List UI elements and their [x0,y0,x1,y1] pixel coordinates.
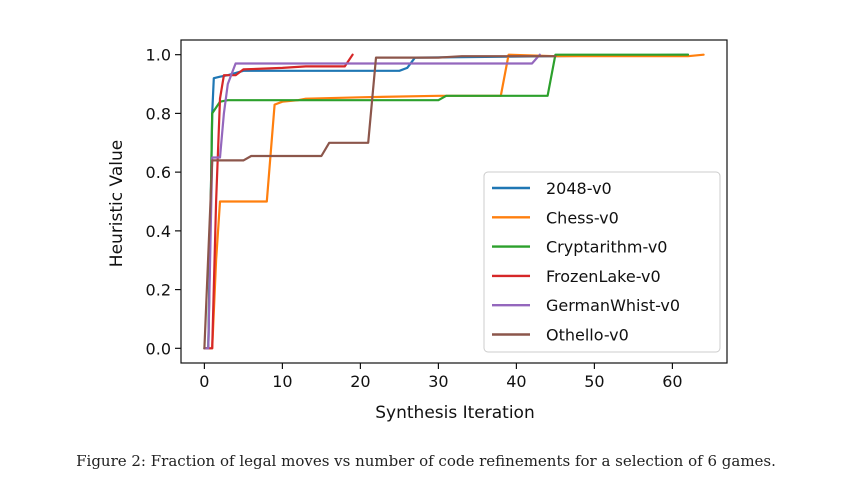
axes-layer: 0 10 20 30 40 50 60 0.0 0.2 0.4 0.6 0.8 1.0 Synthesis… [107,39,728,423]
y-tick-label: 0.2 [146,281,171,300]
x-tick-label: 50 [584,372,604,391]
x-tick-label: 30 [428,372,448,391]
x-tick-label: 40 [506,372,526,391]
x-tick-label: 60 [662,372,682,391]
legend-label-chess-v0: Chess-v0 [546,208,619,227]
y-tick-label: 0.4 [146,222,171,241]
plot-layer [203,53,705,350]
axes-frame [180,39,728,364]
y-tick-label: 0.8 [146,104,171,123]
series-line-germanwhist-v0 [203,53,541,350]
series-line-frozenlake-v0 [203,53,354,350]
y-tick-label: 0.6 [146,163,171,182]
x-tick-label: 20 [350,372,370,391]
legend-label-othello-v0: Othello-v0 [546,326,629,345]
y-tick-label: 0.0 [146,339,171,358]
series-line-othello-v0 [203,55,557,350]
x-tick-label: 0 [199,372,209,391]
legend-label-germanwhist-v0: GermanWhist-v0 [546,296,680,315]
x-axis-label: Synthesis Iteration [375,403,534,423]
y-axis-label: Heuristic Value [107,140,127,267]
legend-label-cryptarithm-v0: Cryptarithm-v0 [546,238,667,257]
figure-caption: Figure 2: Fraction of legal moves vs num… [76,452,776,470]
legend-box [483,171,721,353]
line-chart: 0 10 20 30 40 50 60 0.0 0.2 0.4 0.6 0.8 1.0 Synthesis… [107,39,728,423]
x-tick-label: 10 [272,372,292,391]
legend: 2048-v0 Chess-v0 Cryptarithm-v0 FrozenLake-… [483,171,721,353]
legend-label-frozenlake-v0: FrozenLake-v0 [546,267,661,286]
y-tick-label: 1.0 [146,46,171,65]
legend-label-2048-v0: 2048-v0 [546,179,612,198]
